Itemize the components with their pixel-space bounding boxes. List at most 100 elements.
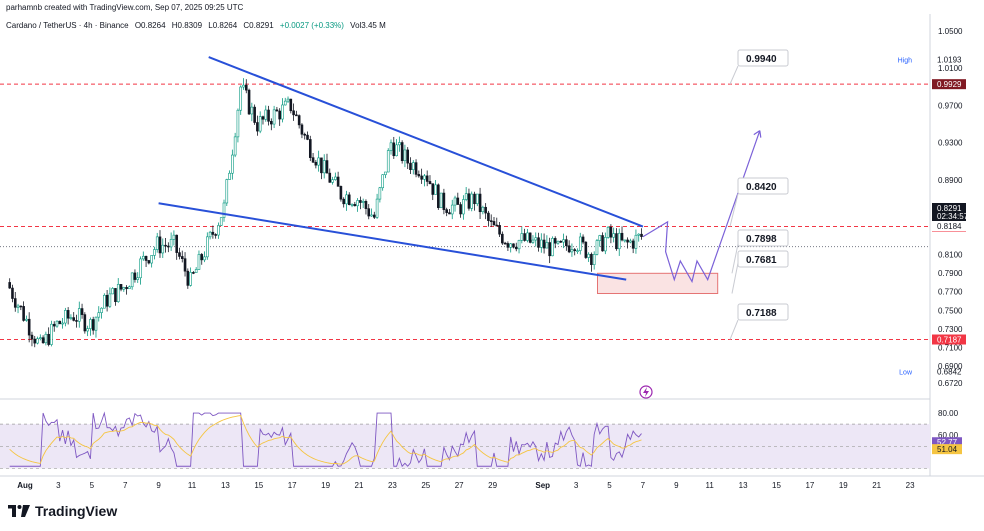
time-tick-label: 9 — [156, 481, 161, 490]
candle-body — [236, 109, 240, 138]
price-tag: 0.8291 — [932, 203, 966, 213]
candle-body — [147, 260, 151, 264]
candle-body — [359, 200, 362, 203]
upper-trendline[interactable] — [208, 56, 644, 228]
candle-body — [578, 236, 582, 251]
candle-body — [325, 160, 329, 174]
time-tick-label: 29 — [488, 481, 497, 490]
time-tick-label: 15 — [772, 481, 781, 490]
price-tag-bg — [932, 221, 966, 231]
candle-body — [180, 256, 184, 259]
lower-trendline[interactable] — [158, 202, 627, 281]
annotation-0-7681[interactable]: 0.7681 — [731, 250, 789, 294]
annotation-0-7898[interactable]: 0.7898 — [731, 229, 789, 274]
candle-body — [58, 320, 62, 325]
price-tag-bg — [932, 211, 966, 221]
change-value: +0.0027 (+0.33%) — [279, 21, 344, 30]
candle-body — [540, 239, 543, 248]
price-tick-label: 0.9700 — [938, 101, 963, 110]
candle-body — [392, 142, 396, 157]
candle-body — [537, 237, 540, 248]
candle-body — [373, 214, 376, 218]
candle-body — [281, 104, 284, 120]
annotation-0-8420[interactable]: 0.8420 — [729, 177, 789, 227]
candle-body — [548, 242, 551, 257]
candle-body — [136, 277, 140, 280]
time-tick-label: 23 — [388, 481, 397, 490]
candle-body — [270, 120, 273, 125]
price-tick-label: 0.6900 — [938, 362, 963, 371]
annotation-0-9940[interactable]: 0.9940 — [729, 49, 789, 85]
candle-body — [225, 179, 229, 204]
time-tick-label: Sep — [535, 481, 550, 490]
candle-body — [526, 232, 529, 241]
candle-body — [345, 194, 348, 205]
candles — [8, 78, 643, 348]
candle-body — [617, 232, 621, 250]
candle-body — [206, 236, 209, 258]
candle-body — [551, 238, 554, 257]
annotation-box — [737, 177, 789, 195]
time-tick-label: 27 — [455, 481, 464, 490]
candle-body — [487, 212, 490, 221]
time-axis[interactable]: Aug 3 5 7 9 11 13 15 17 19 21 23 25 27 29 Sep 3 5 7 9 11 13 15… — [17, 481, 915, 490]
candle-body — [425, 175, 429, 182]
rsi-tag-bg — [932, 444, 962, 455]
candle-body — [626, 239, 629, 243]
annotation-0-7188[interactable]: 0.7188 — [729, 303, 789, 340]
rsi-ma-line[interactable] — [9, 415, 642, 465]
candle-body — [623, 239, 627, 242]
candle-body — [453, 197, 457, 206]
price-axis-tags: High1.0193Low0.68420.99290.84000.829102:… — [898, 56, 969, 377]
candle-body — [283, 100, 287, 106]
candle-body — [406, 149, 410, 164]
candle-body — [512, 243, 515, 248]
time-tick-label: 3 — [56, 481, 61, 490]
tradingview-logo[interactable]: TradingView — [8, 503, 117, 519]
price-tag-label: 02:34:57 — [937, 212, 969, 221]
candle-body — [459, 204, 462, 215]
annotation-leader — [729, 65, 739, 85]
symbol-name[interactable]: Cardano / TetherUS · 4h · Binance — [6, 21, 129, 30]
candle-body — [47, 333, 50, 345]
candle-body — [320, 157, 323, 174]
time-tick-label: 19 — [839, 481, 848, 490]
candle-body — [381, 174, 384, 189]
horizontal-levels[interactable] — [0, 83, 930, 341]
time-tick-label: 7 — [123, 481, 128, 490]
lightning-icon[interactable] — [639, 385, 653, 399]
candle-body — [528, 232, 532, 243]
price-annotations[interactable]: 0.9940 0.8420 0.7898 0.7681 0.7188 — [729, 49, 789, 340]
candle-body — [258, 116, 262, 132]
candle-body — [442, 192, 446, 210]
candle-body — [272, 109, 276, 125]
time-tick-label: 13 — [221, 481, 230, 490]
candle-body — [420, 175, 423, 180]
rsi-tag: 52.77 — [932, 437, 962, 448]
candle-body — [439, 192, 443, 209]
candle-body — [116, 284, 120, 303]
price-tag: 0.9929 — [932, 79, 966, 90]
support-zone-rect[interactable] — [597, 272, 719, 295]
candle-body — [172, 234, 176, 240]
projection-line[interactable] — [642, 130, 761, 284]
candle-body — [331, 179, 334, 183]
candle-body — [139, 258, 142, 279]
annotation-label: 0.7188 — [746, 308, 777, 319]
projection-path[interactable] — [642, 130, 762, 284]
candle-body — [289, 98, 293, 112]
candle-body — [278, 110, 281, 120]
candle-body — [19, 305, 23, 308]
candle-body — [72, 317, 76, 321]
candle-body — [389, 142, 393, 151]
candle-body — [155, 236, 159, 250]
candle-body — [100, 307, 103, 313]
candle-body — [158, 236, 162, 254]
high-value: H0.8309 — [171, 21, 203, 30]
annotation-label: 0.7681 — [746, 255, 777, 266]
price-tick-label: 0.8100 — [938, 250, 963, 259]
support-zone[interactable] — [597, 272, 719, 295]
trendlines[interactable] — [158, 56, 644, 281]
